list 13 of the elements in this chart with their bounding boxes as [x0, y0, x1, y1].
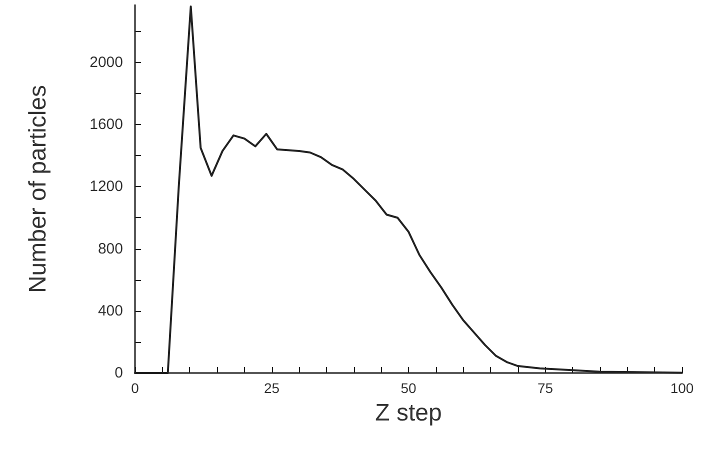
- y-tick-label: 2000: [90, 54, 123, 71]
- x-tick-label: 0: [131, 380, 140, 396]
- x-tick-label: 25: [264, 380, 280, 396]
- x-tick-label: 50: [400, 380, 416, 396]
- y-axis-title: Number of particles: [24, 84, 52, 294]
- y-tick-label: 800: [98, 240, 123, 258]
- x-tick-label: 100: [670, 380, 694, 396]
- y-tick-label: 400: [98, 302, 123, 320]
- y-tick-label: 1200: [90, 178, 123, 196]
- x-axis-title: Z step: [375, 400, 442, 426]
- y-tick-label: 0: [114, 364, 123, 382]
- x-tick-label: 75: [537, 380, 554, 396]
- y-tick-label: 1600: [90, 116, 123, 134]
